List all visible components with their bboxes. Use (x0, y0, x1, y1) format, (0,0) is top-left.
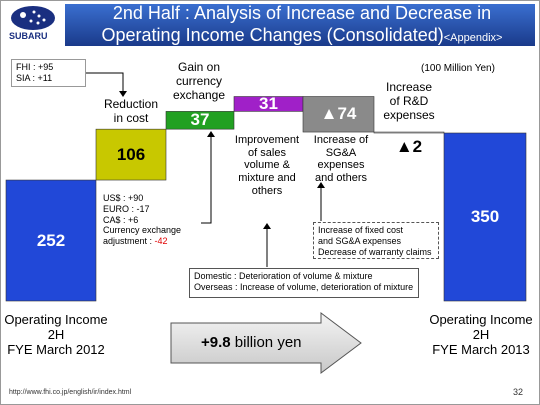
note: EURO : -17 (103, 203, 150, 214)
volume-callout: Domestic : Deterioration of volume & mix… (189, 268, 419, 298)
category-label: Operating Income 2H FYE March 2012 (4, 312, 108, 357)
appendix: <Appendix> (443, 31, 503, 44)
unit-label: (100 Million Yen) (421, 63, 495, 74)
callout-lines (86, 72, 322, 267)
value-label: 37 (190, 110, 210, 130)
bar (5, 179, 97, 302)
note: Overseas : Increase of volume, deteriora… (194, 281, 414, 292)
value-label: 106 (116, 144, 146, 164)
note: Currency exchange adjustment : (103, 225, 182, 247)
note: FHI : +95 (16, 62, 54, 72)
logo-stars (20, 10, 46, 25)
category-label: Reduction in cost (103, 97, 159, 125)
value-label: 252 (36, 230, 66, 250)
category-label: Increase of SG&A expenses and others (313, 134, 369, 184)
segment-callout: FHI : +95 SIA : +11 (11, 59, 86, 87)
category-label: Increase of R&D expenses (383, 80, 435, 122)
category-label: Operating Income 2H FYE March 2013 (429, 312, 533, 357)
category-label: Gain on currency exchange (172, 60, 226, 102)
note: CA$ : +6 (103, 214, 139, 225)
title-banner (65, 4, 535, 46)
value-label: ▲74 (320, 104, 357, 124)
bar (302, 96, 375, 133)
value-label: ▲2 (395, 137, 423, 156)
note: Domestic : Deterioration of volume & mix… (194, 271, 373, 281)
logo-oval (11, 6, 55, 30)
arrow-heads (119, 91, 325, 229)
change-unit: billion yen (234, 334, 302, 351)
bar (165, 111, 235, 130)
bar (373, 131, 445, 134)
change-text: +9.8 billion yen (201, 334, 302, 351)
page-number: 32 (513, 387, 524, 397)
category-label: Improvement of sales volume & mixture an… (234, 134, 300, 197)
title: 2nd Half : Analysis of Increase and Decr… (71, 3, 533, 46)
bar (95, 128, 167, 181)
value-label: 31 (259, 93, 278, 113)
title-line: 2nd Half : Analysis of Increase and Decr… (112, 3, 492, 23)
value-label: 350 (470, 207, 500, 226)
logo-text: SUBARU (9, 31, 48, 41)
note-negative: -42 (154, 236, 168, 247)
currency-callout: US$ : +90 EURO : -17 CA$ : +6 Currency e… (99, 191, 201, 251)
title-line: Operating Income Changes (Consolidated) (101, 24, 444, 45)
change-arrow (170, 312, 362, 374)
change-amount: +9.8 (201, 334, 231, 351)
note: US$ : +90 (103, 193, 144, 203)
bar (443, 132, 527, 302)
footer-url: http://www.fhi.co.jp/english/ir/index.ht… (9, 389, 132, 396)
note: SIA : +11 (16, 72, 53, 83)
sga-callout: Increase of fixed cost and SG&A expenses… (313, 222, 439, 259)
